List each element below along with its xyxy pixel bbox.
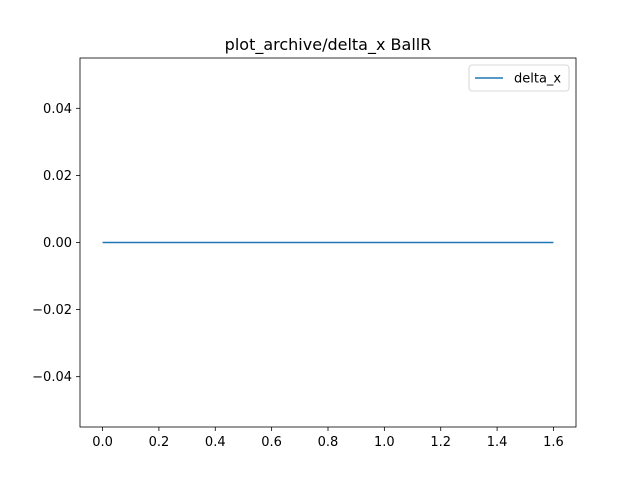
x-tick-label: 0.8: [318, 435, 339, 450]
y-tick-label: 0.00: [43, 236, 72, 251]
legend-label: delta_x: [514, 72, 561, 87]
x-tick-label: 1.6: [543, 435, 564, 450]
x-tick-label: 0.6: [261, 435, 282, 450]
x-tick-label: 1.4: [487, 435, 508, 450]
y-tick-label: 0.04: [43, 102, 72, 117]
x-tick-label: 1.2: [430, 435, 451, 450]
x-tick-label: 0.4: [205, 435, 226, 450]
y-tick-label: −0.04: [32, 370, 72, 385]
y-axis: −0.04 −0.02 0.00 0.02 0.04: [32, 102, 80, 385]
x-axis: 0.0 0.2 0.4 0.6 0.8 1.0 1.2 1.4 1.6: [92, 427, 564, 450]
chart-title: plot_archive/delta_x BallR: [225, 35, 432, 55]
x-tick-label: 0.2: [149, 435, 170, 450]
y-tick-label: 0.02: [43, 169, 72, 184]
legend: delta_x: [468, 64, 570, 92]
legend-box: [468, 64, 570, 92]
x-tick-label: 1.0: [374, 435, 395, 450]
y-tick-label: −0.02: [32, 303, 72, 318]
x-tick-label: 0.0: [92, 435, 113, 450]
